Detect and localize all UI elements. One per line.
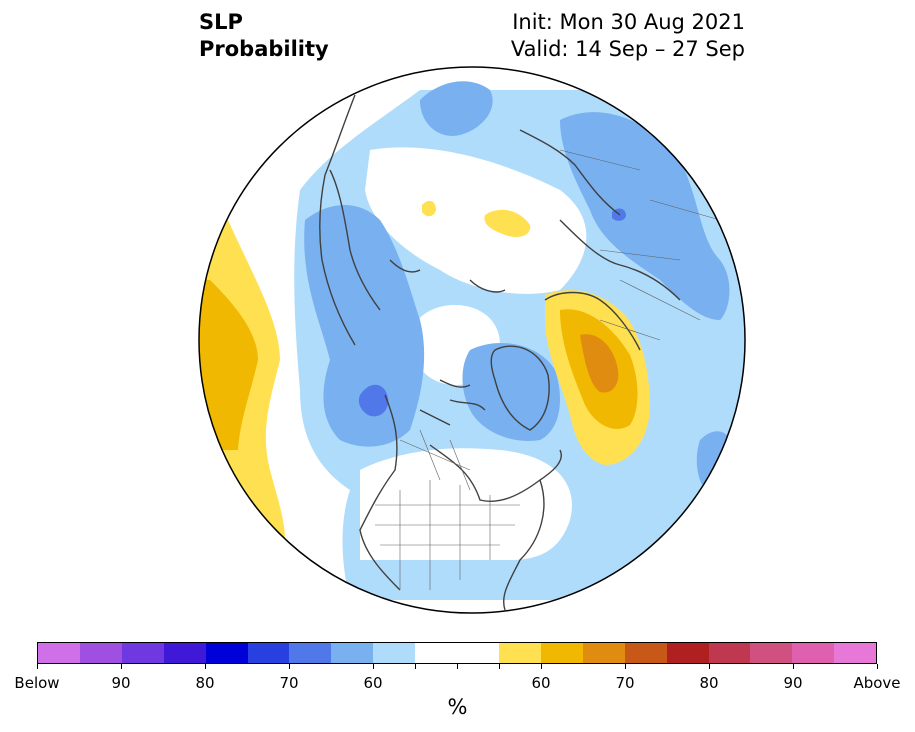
below-normal-60-north bbox=[420, 81, 493, 136]
title-variable: SLP bbox=[199, 10, 243, 34]
colorbar-tick bbox=[876, 664, 878, 669]
arctic-islands bbox=[389, 259, 506, 426]
colorbar-segment bbox=[247, 643, 290, 663]
colorbar-tick bbox=[204, 664, 206, 669]
colorbar-segment bbox=[624, 643, 667, 663]
colorbar-segment bbox=[163, 643, 206, 663]
colorbar-segment bbox=[792, 643, 835, 663]
colorbar-segment bbox=[666, 643, 709, 663]
colorbar-segment bbox=[498, 643, 541, 663]
colorbar-segment bbox=[289, 643, 332, 663]
colorbar-tick-label: 60 bbox=[363, 674, 383, 692]
colorbar-segment bbox=[457, 643, 499, 663]
colorbar-segment bbox=[79, 643, 122, 663]
neutral-arctic-region bbox=[365, 147, 587, 294]
probability-field bbox=[199, 67, 745, 613]
below-normal-70-alaska bbox=[358, 384, 389, 417]
colorbar-ticks: Below 90 80 70 60 60 70 80 90 Above bbox=[14, 664, 901, 704]
polar-map bbox=[198, 66, 746, 614]
colorbar-tick-label: 80 bbox=[195, 674, 215, 692]
valid-range: Valid: 14 Sep – 27 Sep bbox=[510, 37, 745, 61]
asia-east-coast bbox=[319, 94, 356, 346]
above-normal-60-pacific bbox=[199, 280, 258, 450]
probability-colorbar bbox=[37, 642, 877, 664]
colorbar-segment bbox=[750, 643, 793, 663]
eurasia-coast bbox=[329, 129, 681, 351]
colorbar-tick bbox=[288, 664, 290, 669]
colorbar-segment bbox=[121, 643, 164, 663]
north-america-coast bbox=[359, 394, 562, 611]
below-normal-60-greenland bbox=[462, 342, 560, 441]
colorbar-segment bbox=[373, 643, 416, 663]
political-borders bbox=[375, 149, 721, 590]
colorbar-segment bbox=[38, 643, 80, 663]
above-normal-65-atlantic bbox=[580, 334, 619, 393]
us-state-lines bbox=[375, 480, 520, 590]
colorbar-unit: % bbox=[447, 695, 468, 719]
greenland-coast bbox=[490, 345, 550, 431]
colorbar-tick bbox=[120, 664, 122, 669]
init-date: Init: Mon 30 Aug 2021 bbox=[512, 10, 745, 34]
colorbar-segment bbox=[415, 643, 458, 663]
colorbar-tick-label: 70 bbox=[279, 674, 299, 692]
neutral-north-america-region bbox=[360, 448, 572, 560]
colorbar-tick bbox=[540, 664, 542, 669]
title-metric: Probability bbox=[199, 37, 329, 61]
colorbar-tick-label: 80 bbox=[699, 674, 719, 692]
eurasia-borders bbox=[559, 149, 721, 341]
map-title: SLP Probability bbox=[199, 9, 329, 63]
colorbar-tick-label: 90 bbox=[111, 674, 131, 692]
above-normal-55-small bbox=[422, 200, 436, 217]
colorbar-tick-label: Above bbox=[853, 674, 901, 692]
colorbar-segment bbox=[834, 643, 877, 663]
below-normal-60-pacific bbox=[304, 205, 425, 447]
colorbar-tick-label: 90 bbox=[783, 674, 803, 692]
colorbar-tick-label: Below bbox=[14, 674, 60, 692]
colorbar-tick bbox=[792, 664, 794, 669]
colorbar-tick bbox=[36, 664, 38, 669]
colorbar-segment bbox=[205, 643, 248, 663]
colorbar-tick bbox=[498, 664, 500, 669]
colorbar-segment bbox=[708, 643, 751, 663]
colorbar-segment bbox=[540, 643, 583, 663]
map-date-info: Init: Mon 30 Aug 2021 Valid: 14 Sep – 27… bbox=[511, 9, 745, 63]
map-boundary bbox=[198, 66, 746, 614]
colorbar-tick bbox=[708, 664, 710, 669]
canada-province-lines bbox=[399, 429, 471, 491]
above-normal-55-north bbox=[484, 209, 531, 237]
colorbar-segment bbox=[331, 643, 374, 663]
colorbar-tick bbox=[624, 664, 626, 669]
colorbar-tick bbox=[414, 664, 416, 669]
colorbar-tick bbox=[456, 664, 458, 669]
colorbar-tick-label: 60 bbox=[531, 674, 551, 692]
coastlines bbox=[319, 94, 681, 611]
colorbar-segment bbox=[582, 643, 625, 663]
colorbar-tick bbox=[372, 664, 374, 669]
below-normal-60-siberia bbox=[560, 112, 730, 320]
colorbar-tick-label: 70 bbox=[615, 674, 635, 692]
